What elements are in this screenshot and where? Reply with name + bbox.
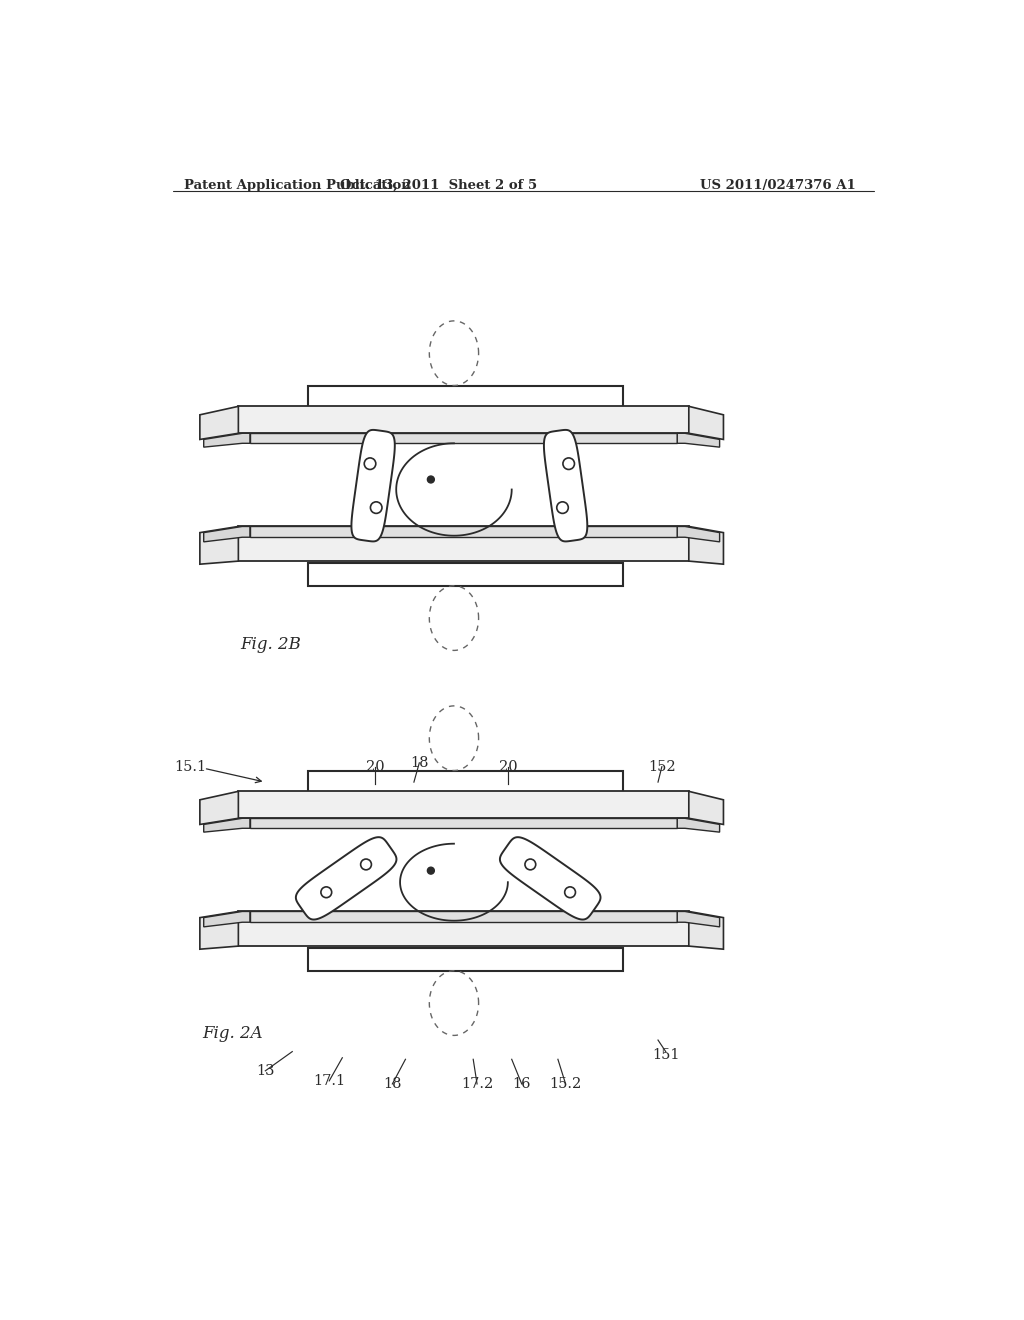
Polygon shape [204, 818, 250, 832]
Polygon shape [239, 911, 689, 946]
Circle shape [365, 458, 376, 470]
Text: Patent Application Publication: Patent Application Publication [184, 180, 412, 193]
Text: Oct. 13, 2011  Sheet 2 of 5: Oct. 13, 2011 Sheet 2 of 5 [340, 180, 538, 193]
Text: 16: 16 [512, 1077, 531, 1090]
Polygon shape [307, 562, 624, 586]
Polygon shape [204, 433, 250, 447]
Text: US 2011/0247376 A1: US 2011/0247376 A1 [700, 180, 856, 193]
Polygon shape [296, 837, 396, 920]
Text: 15.1: 15.1 [174, 760, 207, 774]
Polygon shape [239, 407, 689, 433]
Text: 20: 20 [499, 760, 517, 774]
Polygon shape [500, 837, 600, 920]
Polygon shape [689, 792, 724, 825]
Polygon shape [677, 911, 720, 927]
Polygon shape [250, 527, 677, 537]
Text: 152: 152 [648, 760, 676, 774]
Circle shape [563, 458, 574, 470]
Text: 13: 13 [256, 1064, 274, 1078]
Circle shape [525, 859, 536, 870]
Polygon shape [351, 430, 395, 541]
Polygon shape [200, 527, 239, 564]
Text: 18: 18 [410, 756, 429, 770]
Polygon shape [200, 911, 239, 949]
Circle shape [427, 867, 434, 874]
Text: 18: 18 [383, 1077, 401, 1090]
Text: Fig. 2B: Fig. 2B [240, 636, 301, 653]
Polygon shape [250, 433, 677, 444]
Circle shape [360, 859, 372, 870]
Circle shape [371, 502, 382, 513]
Text: Fig. 2A: Fig. 2A [202, 1024, 263, 1041]
Circle shape [557, 502, 568, 513]
Polygon shape [200, 407, 239, 440]
Polygon shape [239, 527, 689, 561]
Polygon shape [689, 407, 724, 440]
Text: 17.2: 17.2 [461, 1077, 494, 1090]
Polygon shape [689, 527, 724, 564]
Polygon shape [204, 911, 250, 927]
Polygon shape [307, 948, 624, 970]
Polygon shape [200, 792, 239, 825]
Circle shape [321, 887, 332, 898]
Circle shape [427, 477, 434, 483]
Circle shape [564, 887, 575, 898]
Polygon shape [307, 385, 624, 409]
Polygon shape [250, 911, 677, 923]
Text: 20: 20 [367, 760, 385, 774]
Text: 17.1: 17.1 [313, 1074, 345, 1088]
Polygon shape [204, 527, 250, 543]
Text: 151: 151 [652, 1048, 680, 1063]
Polygon shape [677, 818, 720, 832]
Text: 15.2: 15.2 [550, 1077, 582, 1090]
Polygon shape [689, 911, 724, 949]
Polygon shape [544, 430, 588, 541]
Polygon shape [307, 771, 624, 793]
Polygon shape [250, 818, 677, 829]
Polygon shape [239, 792, 689, 818]
Polygon shape [677, 527, 720, 543]
Polygon shape [677, 433, 720, 447]
